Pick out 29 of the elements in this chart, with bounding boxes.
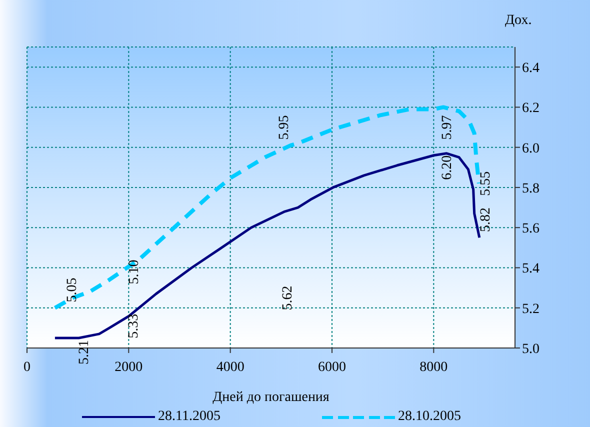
y-axis-title: Дох. [505, 13, 532, 29]
line-series [54, 152, 481, 340]
annotation: 5.05 [65, 278, 80, 302]
line-series [52, 105, 481, 310]
x-tick-label: 2000 [114, 360, 143, 375]
annotation: 5.10 [126, 260, 142, 284]
y-tick-label: 5.6 [522, 222, 540, 237]
y-tick-label: 5.4 [522, 262, 540, 277]
y-tick-label: 6.0 [522, 141, 540, 156]
legend-label: 28.10.2005 [398, 408, 461, 426]
annotation: 5.33 [126, 314, 142, 338]
y-tick-label: 5.0 [522, 342, 540, 357]
annotation: 5.21 [76, 340, 92, 364]
x-axis-title: Дней до погашения [212, 390, 330, 405]
annotation: 5.62 [280, 286, 296, 310]
y-tick-label: 5.8 [522, 181, 540, 196]
y-tick-label: 6.4 [522, 61, 540, 76]
y-tick-label: 5.2 [522, 302, 540, 317]
y-tick-label: 6.2 [522, 101, 540, 116]
annotation: 5.95 [277, 115, 292, 140]
annotation: 5.97 [440, 115, 455, 140]
x-tick-label: 8000 [420, 360, 448, 375]
annotation: 6.20 [440, 155, 455, 180]
annotation: 5.55 [478, 171, 494, 196]
x-tick-label: 6000 [318, 360, 346, 375]
x-tick-label: 0 [24, 360, 30, 375]
annotation: 5.82 [478, 208, 494, 232]
x-tick-label: 4000 [216, 360, 244, 375]
legend-label: 28.11.2005 [158, 408, 220, 426]
